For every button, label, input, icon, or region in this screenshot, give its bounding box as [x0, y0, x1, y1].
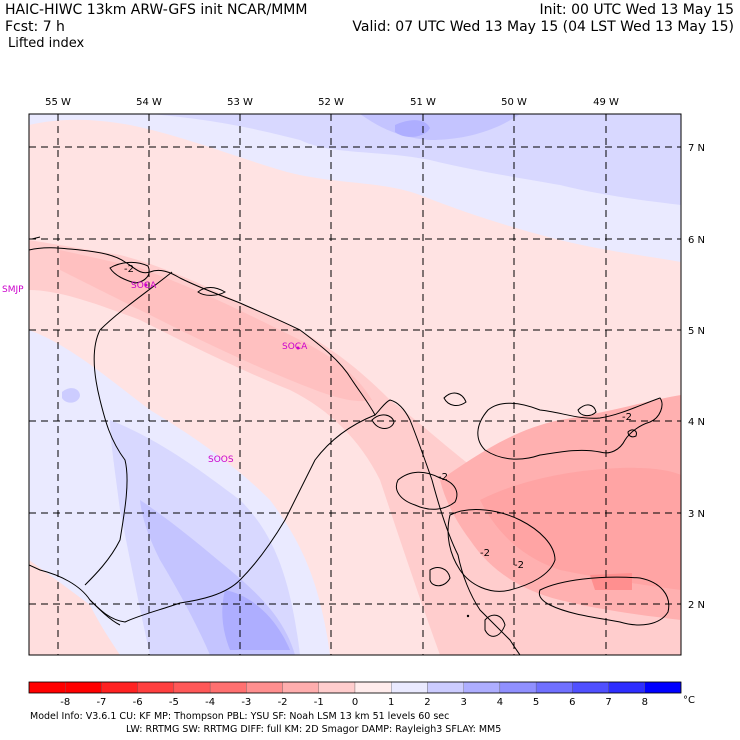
- lon-label: 53 W: [227, 97, 253, 108]
- colorbar-tick-label: -1: [314, 697, 324, 708]
- colorbar-cell: [608, 681, 645, 694]
- colorbar-cell: [318, 681, 356, 694]
- map-frame: [28, 113, 682, 656]
- colorbar-tick-label: 1: [388, 697, 394, 708]
- station-labels: SMJP SOCA SOCA SOOS: [2, 281, 308, 465]
- colorbar-cell: [572, 681, 609, 694]
- colorbar-cell: [209, 681, 247, 694]
- colorbar-cell: [246, 681, 283, 694]
- colorbar-unit: °C: [683, 695, 695, 706]
- colorbar-tick-label: 8: [642, 697, 648, 708]
- init-time: Init: 00 UTC Wed 13 May 15: [539, 2, 734, 18]
- lon-label: 55 W: [45, 97, 71, 108]
- colorbar-cells: [29, 681, 682, 694]
- contour-label: -2: [480, 548, 490, 559]
- header-title: HAIC-HIWC 13km ARW-GFS init NCAR/MMM: [5, 2, 308, 18]
- colorbar-tick-label: -7: [96, 697, 106, 708]
- colorbar-frame: [28, 681, 682, 694]
- longitude-labels: 55 W 54 W 53 W 52 W 51 W 50 W 49 W: [45, 97, 619, 108]
- lon-label: 54 W: [136, 97, 162, 108]
- colorbar-tick-label: -2: [278, 697, 288, 708]
- colorbar-cell: [173, 681, 211, 694]
- contour-value-labels: -2 -2 -2 -2 -2: [124, 264, 632, 571]
- colorbar-tick-labels: -8 -7 -6 -5 -4 -3 -2 -1 0 1 2 3 4 5 6 7 8: [60, 697, 648, 708]
- lat-label: 6 N: [688, 235, 705, 246]
- colorbar-tick-label: 3: [460, 697, 466, 708]
- contour-lines: [109, 261, 670, 637]
- colorbar-tick-label: 5: [533, 697, 539, 708]
- lat-label: 4 N: [688, 417, 705, 428]
- lon-label: 50 W: [501, 97, 527, 108]
- valid-time: Valid: 07 UTC Wed 13 May 15 (04 LST Wed …: [352, 19, 734, 35]
- lat-label: 5 N: [688, 326, 705, 337]
- colorbar-cell: [463, 681, 501, 694]
- latitude-labels: 7 N 6 N 5 N 4 N 3 N 2 N: [688, 143, 705, 611]
- lon-label: 51 W: [410, 97, 436, 108]
- colorbar-tick-label: -6: [133, 697, 143, 708]
- contour-label: -2: [124, 264, 134, 275]
- lon-label: 49 W: [593, 97, 619, 108]
- lat-label: 2 N: [688, 600, 705, 611]
- colorbar-cell: [354, 681, 392, 694]
- colorbar-tick-label: -3: [241, 697, 251, 708]
- contour-label: -2: [514, 560, 524, 571]
- colorbar-tick-label: 2: [424, 697, 430, 708]
- colorbar-tick-label: -4: [205, 697, 215, 708]
- station-label: SOCA: [282, 342, 308, 352]
- colorbar-tick-label: 4: [497, 697, 503, 708]
- lat-label: 3 N: [688, 509, 705, 520]
- contour-label: -2: [622, 412, 632, 423]
- colorbar-cell: [282, 681, 319, 694]
- station-label: SMJP: [2, 285, 24, 295]
- model-info-line1: Model Info: V3.6.1 CU: KF MP: Thompson P…: [30, 711, 450, 722]
- colorbar-cell: [29, 682, 66, 693]
- location-dot: [466, 614, 470, 618]
- lat-lon-grid: [29, 114, 681, 655]
- colorbar-cell: [65, 681, 102, 694]
- contour-label: -2: [438, 472, 448, 483]
- lon-label: 52 W: [318, 97, 344, 108]
- colorbar-cell: [644, 681, 682, 694]
- colorbar-tick-label: 6: [569, 697, 575, 708]
- coastlines-borders: [29, 247, 521, 655]
- lat-label: 7 N: [688, 143, 705, 154]
- colorbar-tick-label: 7: [605, 697, 611, 708]
- colorbar-cell: [101, 681, 138, 694]
- colorbar-cell: [427, 681, 464, 694]
- station-label: SOOS: [208, 455, 234, 465]
- colorbar-cell: [391, 681, 428, 694]
- colorbar-cell: [535, 681, 573, 694]
- station-markers: [144, 283, 300, 350]
- model-info-line2: LW: RRTMG SW: RRTMG DIFF: full KM: 2D Sm…: [126, 724, 502, 735]
- map-tick-mark: [31, 236, 41, 240]
- colorbar-cell: [499, 681, 537, 694]
- colorbar-tick-label: 0: [352, 697, 358, 708]
- colorbar-tick-label: -5: [169, 697, 179, 708]
- station-label: SOCA: [131, 281, 157, 291]
- colorbar-tick-label: -8: [60, 697, 70, 708]
- forecast-hour: Fcst: 7 h: [5, 19, 65, 35]
- colorbar-cell: [137, 681, 175, 694]
- field-name: Lifted index: [8, 36, 85, 51]
